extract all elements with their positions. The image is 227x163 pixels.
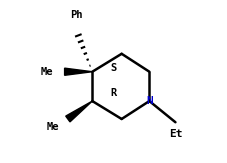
Text: Ph: Ph bbox=[70, 10, 82, 20]
Text: R: R bbox=[110, 88, 117, 98]
Text: Et: Et bbox=[169, 129, 182, 139]
Polygon shape bbox=[65, 68, 92, 75]
Polygon shape bbox=[66, 101, 92, 122]
Text: Me: Me bbox=[40, 67, 53, 77]
Text: S: S bbox=[110, 63, 117, 74]
Text: Me: Me bbox=[47, 122, 59, 132]
Text: N: N bbox=[146, 96, 153, 106]
